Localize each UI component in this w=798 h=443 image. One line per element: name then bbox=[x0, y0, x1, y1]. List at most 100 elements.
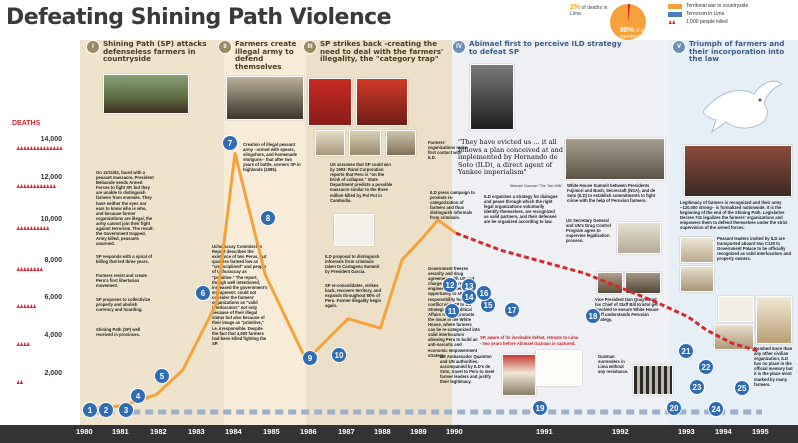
annotation-20: Legitimacy of farmers is recognized and … bbox=[680, 200, 788, 231]
y-tick-label: 4,000 bbox=[44, 332, 62, 339]
timeline-marker-label: 15 bbox=[484, 301, 493, 310]
annotation-1: On 11/11/82, faced with a peasant massac… bbox=[96, 170, 154, 247]
timeline-marker bbox=[678, 343, 694, 359]
photo-newspaper-2 bbox=[680, 237, 714, 263]
x-tick-label: 1983 bbox=[188, 427, 205, 436]
timeline-marker-label: 3 bbox=[124, 406, 129, 415]
x-tick-label: 1988 bbox=[374, 427, 391, 436]
annotation-21: Peasant leaders invited by ILD are trans… bbox=[717, 236, 791, 262]
photo-white-house bbox=[565, 138, 665, 180]
annotation-4: SP proposes to collectivize property and… bbox=[96, 297, 151, 313]
x-tick-label: 1995 bbox=[752, 427, 769, 436]
timeline-marker-label: 25 bbox=[738, 384, 747, 393]
annotation-6: Uchuraccay Commission Report describes t… bbox=[212, 244, 268, 346]
timeline-marker bbox=[130, 388, 146, 404]
x-tick-label: 1984 bbox=[225, 427, 242, 436]
photo-guzman-cage bbox=[633, 365, 673, 395]
timeline-marker-label: 19 bbox=[536, 404, 545, 413]
phase-header-3: III SP strikes back -creating the need t… bbox=[303, 40, 453, 63]
series-line-countryside bbox=[93, 151, 457, 410]
timeline-marker bbox=[689, 379, 705, 395]
timeline-marker-label: 5 bbox=[160, 372, 165, 381]
annotation-18: US Ambassador Quainton and UN authoritie… bbox=[440, 354, 495, 385]
annotation-16: US Secretary General and UN's Drug Contr… bbox=[566, 218, 611, 244]
timeline-marker-label: 20 bbox=[670, 404, 679, 413]
timeline-marker bbox=[442, 277, 458, 293]
timeline-marker-label: 24 bbox=[712, 405, 721, 414]
timeline-marker-label: 4 bbox=[136, 392, 141, 401]
annotation-17: Vice President Dan Quayle and his Chief … bbox=[595, 297, 659, 323]
dove-icon bbox=[703, 80, 784, 134]
photo-kristol bbox=[625, 272, 661, 294]
annotation-3: Farmers resist and create Peru's first l… bbox=[96, 273, 147, 289]
timeline-marker bbox=[82, 402, 98, 418]
retreat-note-line-1: SP, aware of its inevitable defeat, retr… bbox=[480, 335, 579, 340]
y-tick-label: 12,000 bbox=[40, 174, 62, 181]
photo-sp-rally bbox=[356, 78, 408, 126]
photo-abimael bbox=[470, 64, 514, 130]
phase-header-5: V Triumph of farmers and their incorpora… bbox=[672, 40, 792, 63]
phase-title-4: Abimael first to perceive ILD strategy t… bbox=[469, 39, 622, 56]
timeline-marker-label: 12 bbox=[446, 281, 455, 290]
annotation-9: SP re-consolidates, strikes back, recove… bbox=[325, 283, 382, 309]
timeline-marker-label: 16 bbox=[480, 289, 489, 298]
annotation-22: Bombed more than any other civilian orga… bbox=[754, 346, 793, 387]
timeline-marker bbox=[476, 285, 492, 301]
y-tick-label: 10,000 bbox=[40, 216, 62, 223]
x-tick-label: 1989 bbox=[410, 427, 427, 436]
photo-newspaper-3 bbox=[680, 266, 714, 292]
timeline-marker-label: 23 bbox=[693, 383, 702, 392]
timeline-marker bbox=[666, 400, 682, 416]
photo-skulls-2 bbox=[349, 130, 381, 156]
timeline-marker-label: 7 bbox=[228, 139, 233, 148]
photo-skulls-3 bbox=[386, 130, 416, 156]
phase-number-1: I bbox=[86, 40, 100, 54]
annotation-2: SP responds with a spiral of killing tha… bbox=[96, 254, 153, 265]
legend-item-people: ♟♟ 1,000 people killed bbox=[668, 19, 728, 26]
timeline-marker-label: 1 bbox=[88, 406, 93, 415]
people-icons: ♟♟♟♟♟♟♟♟♟♟♟♟ bbox=[16, 184, 57, 190]
timeline-marker-label: 17 bbox=[508, 306, 517, 315]
guzman-quote: "They have evicted us ... it all follows… bbox=[458, 138, 563, 177]
legend-item-lima: Terrorism in Lima bbox=[668, 10, 796, 18]
people-icons: ♟♟ bbox=[16, 380, 24, 386]
timeline-marker bbox=[585, 308, 601, 324]
timeline-marker-label: 8 bbox=[266, 214, 271, 223]
pie-lima-label: 2% of deaths in Lima bbox=[570, 4, 608, 17]
people-icons: ♟♟♟♟♟♟♟♟♟♟ bbox=[16, 226, 50, 232]
annotation-15: White House Summit between Presidents Fu… bbox=[567, 183, 656, 204]
page-title: Defeating Shining Path Violence bbox=[6, 5, 392, 30]
x-tick-label: 1986 bbox=[300, 427, 317, 436]
y-tick-label: 8,000 bbox=[44, 257, 62, 264]
phase-header-2: II Farmers create illegal army to defend… bbox=[218, 40, 308, 70]
timeline-marker-label: 21 bbox=[682, 347, 691, 356]
timeline-marker bbox=[118, 402, 134, 418]
phase-title-2: Farmers create illegal army to defend th… bbox=[235, 39, 297, 71]
legend: Territorial war in countryside Terrorism… bbox=[668, 2, 796, 26]
timeline-marker bbox=[532, 400, 548, 416]
y-tick-label: 6,000 bbox=[44, 294, 62, 301]
phase-number-5: V bbox=[672, 40, 686, 54]
phase-title-3: SP strikes back -creating the need to de… bbox=[320, 39, 444, 64]
quote-attribution: Abimael Guzman "The Two Hills" bbox=[510, 184, 563, 188]
phase-number-2: II bbox=[218, 40, 232, 54]
timeline-marker-label: 13 bbox=[465, 282, 474, 291]
annotation-11: US assumes that SP could win by 1993: Ra… bbox=[330, 162, 393, 203]
photo-un-logo bbox=[718, 296, 754, 322]
timeline-marker-label: 6 bbox=[201, 289, 206, 298]
people-icons: ♟♟♟♟♟♟ bbox=[16, 304, 37, 310]
series-line-lima-retreat bbox=[455, 231, 759, 353]
annotation-5: Shining Path (SP) well received in provi… bbox=[96, 327, 141, 338]
timeline-marker-label: 9 bbox=[308, 354, 313, 363]
pie-slice-lima bbox=[628, 3, 631, 23]
x-axis bbox=[0, 425, 798, 443]
timeline-marker-label: 2 bbox=[104, 406, 109, 415]
x-tick-label: 1990 bbox=[446, 427, 463, 436]
phase-number-3: III bbox=[303, 40, 317, 54]
timeline-marker bbox=[698, 359, 714, 375]
timeline-marker bbox=[444, 303, 460, 319]
timeline-marker bbox=[222, 135, 238, 151]
x-tick-label: 1981 bbox=[112, 427, 129, 436]
x-tick-label: 1980 bbox=[76, 427, 93, 436]
